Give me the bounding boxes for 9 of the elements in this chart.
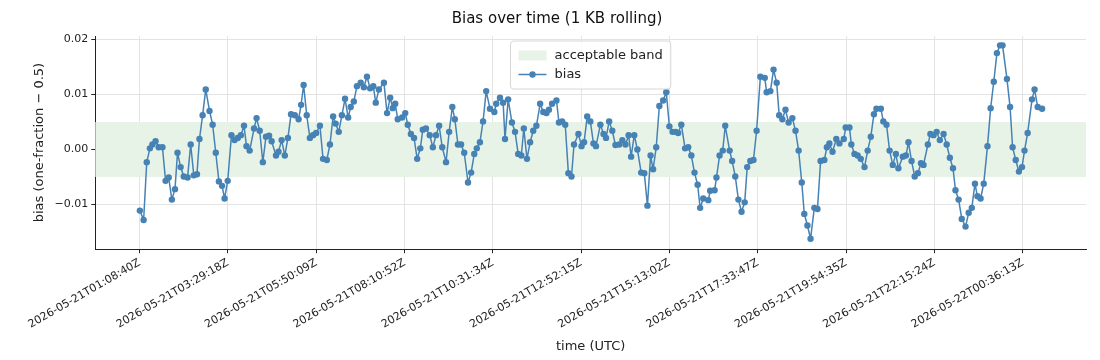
y-tick-label: −0.01: [54, 197, 89, 211]
x-axis-title: time (UTC): [555, 337, 626, 353]
chart-title: Bias over time (1 KB rolling): [451, 8, 663, 27]
legend-label: acceptable band: [554, 46, 663, 62]
y-tick-label: 0.00: [63, 142, 89, 156]
y-tick-label: 0.02: [63, 32, 89, 46]
legend-label: bias: [554, 65, 582, 81]
y-axis-title: bias (one-fraction − 0.5): [31, 62, 47, 223]
y-tick-label: 0.01: [63, 87, 89, 101]
